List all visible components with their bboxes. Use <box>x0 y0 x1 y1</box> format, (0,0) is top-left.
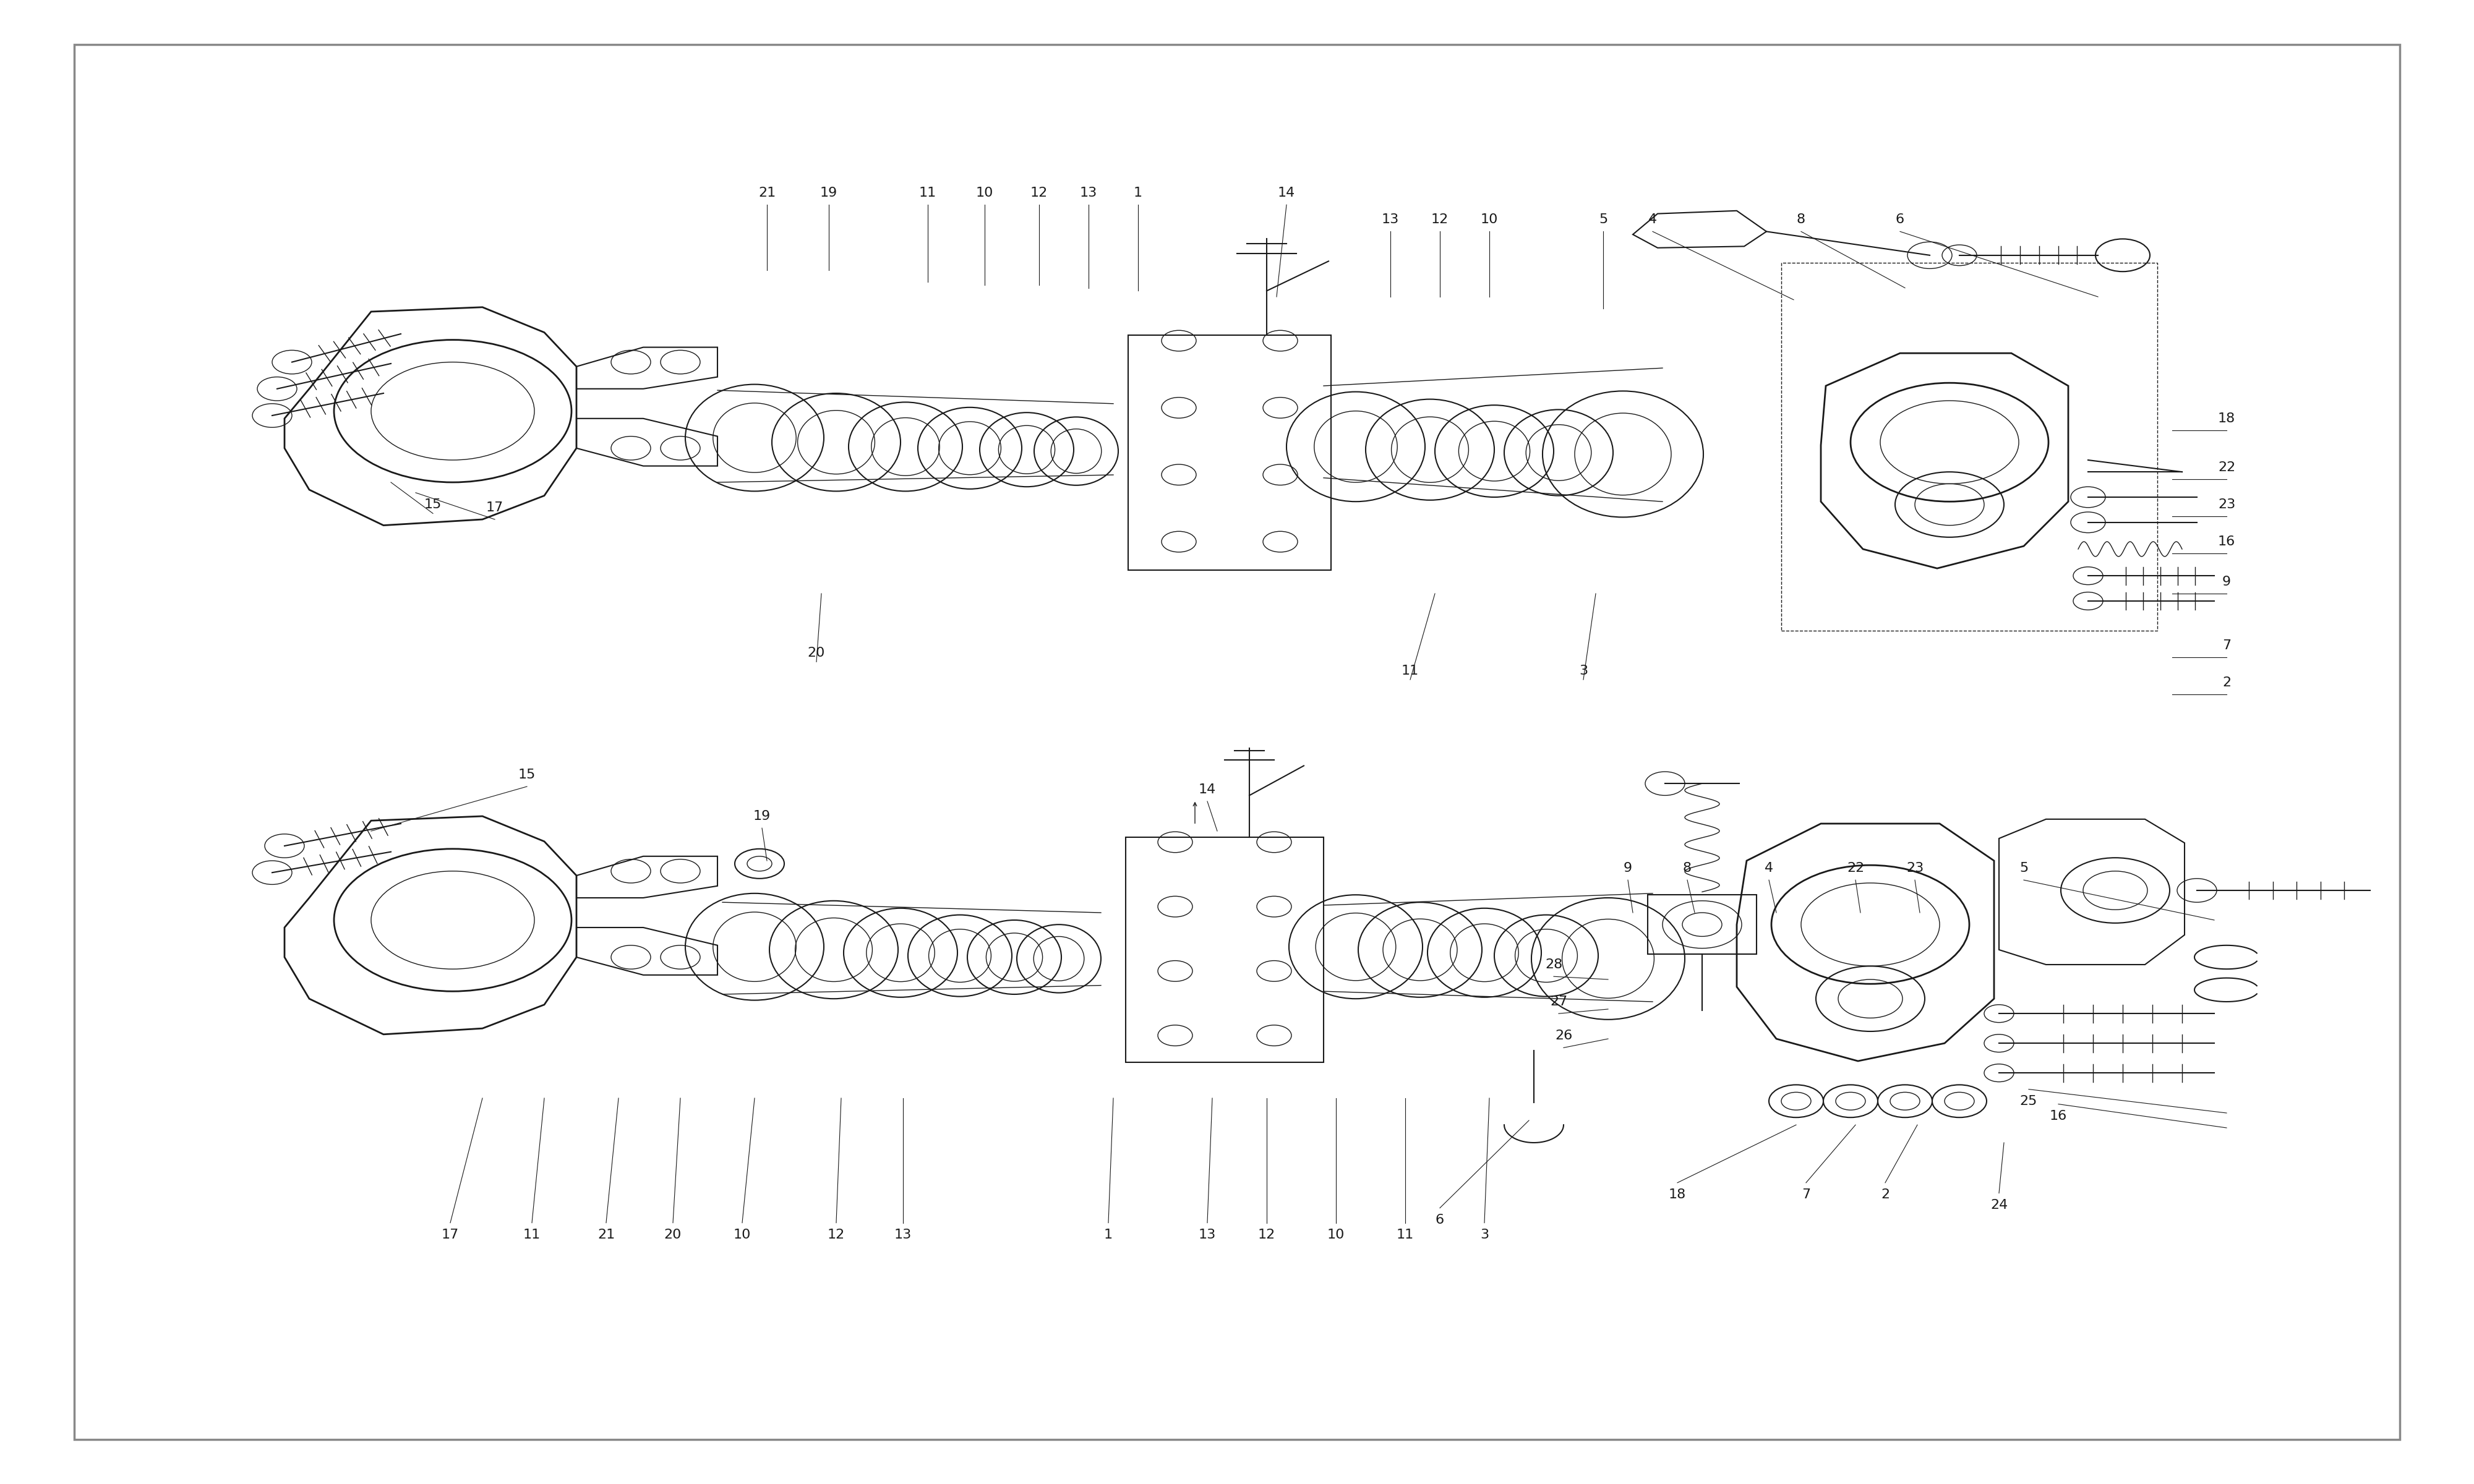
Text: 10: 10 <box>975 187 995 199</box>
Text: 10: 10 <box>1479 214 1499 226</box>
Text: 14: 14 <box>1197 784 1217 795</box>
Text: 13: 13 <box>893 1229 913 1241</box>
Text: 11: 11 <box>522 1229 542 1241</box>
Text: 20: 20 <box>807 647 826 659</box>
Text: 11: 11 <box>918 187 938 199</box>
Text: 3: 3 <box>1479 1229 1489 1241</box>
Text: 12: 12 <box>1029 187 1049 199</box>
Text: 3: 3 <box>1578 665 1588 677</box>
Text: 14: 14 <box>1277 187 1296 199</box>
Text: 10: 10 <box>1326 1229 1346 1241</box>
Text: 11: 11 <box>1400 665 1420 677</box>
Text: 12: 12 <box>1257 1229 1277 1241</box>
Text: 7: 7 <box>1801 1189 1811 1201</box>
Text: 1: 1 <box>1133 187 1143 199</box>
Text: 12: 12 <box>1430 214 1450 226</box>
Bar <box>1648 895 1757 954</box>
Text: 20: 20 <box>663 1229 683 1241</box>
Text: 12: 12 <box>826 1229 846 1241</box>
Bar <box>1126 837 1324 1063</box>
Text: 5: 5 <box>1598 214 1608 226</box>
Text: 6: 6 <box>1895 214 1905 226</box>
Text: 8: 8 <box>1682 862 1692 874</box>
Text: 8: 8 <box>1796 214 1806 226</box>
Text: 24: 24 <box>1989 1199 2009 1211</box>
Text: 19: 19 <box>752 810 772 822</box>
Text: 10: 10 <box>732 1229 752 1241</box>
Text: 19: 19 <box>819 187 839 199</box>
Text: 9: 9 <box>1623 862 1633 874</box>
Bar <box>1128 335 1331 570</box>
Text: 27: 27 <box>1549 996 1569 1008</box>
Text: 5: 5 <box>2019 862 2029 874</box>
Text: 9: 9 <box>2222 576 2232 588</box>
Text: 21: 21 <box>596 1229 616 1241</box>
Text: 13: 13 <box>1197 1229 1217 1241</box>
Text: 17: 17 <box>485 502 505 513</box>
Text: 22: 22 <box>2217 462 2236 473</box>
Text: 23: 23 <box>1905 862 1925 874</box>
Text: 11: 11 <box>1395 1229 1415 1241</box>
Text: 13: 13 <box>1380 214 1400 226</box>
Bar <box>1781 263 2157 631</box>
Text: 21: 21 <box>757 187 777 199</box>
Text: 1: 1 <box>1103 1229 1113 1241</box>
Text: 16: 16 <box>2217 536 2236 548</box>
Text: 4: 4 <box>1764 862 1774 874</box>
Text: 15: 15 <box>517 769 537 781</box>
Text: 15: 15 <box>423 499 443 510</box>
Text: 2: 2 <box>2222 677 2232 689</box>
Text: 18: 18 <box>2217 413 2236 424</box>
Text: 16: 16 <box>2048 1110 2068 1122</box>
Text: 2: 2 <box>1880 1189 1890 1201</box>
Text: 13: 13 <box>1079 187 1098 199</box>
Text: 4: 4 <box>1648 214 1658 226</box>
Text: 22: 22 <box>1846 862 1865 874</box>
Text: 17: 17 <box>440 1229 460 1241</box>
Text: 23: 23 <box>2217 499 2236 510</box>
Text: 6: 6 <box>1435 1214 1445 1226</box>
Text: 7: 7 <box>2222 640 2232 651</box>
Text: 18: 18 <box>1667 1189 1687 1201</box>
Text: 28: 28 <box>1544 959 1564 971</box>
Text: 25: 25 <box>2019 1095 2039 1107</box>
Text: 26: 26 <box>1554 1030 1573 1042</box>
